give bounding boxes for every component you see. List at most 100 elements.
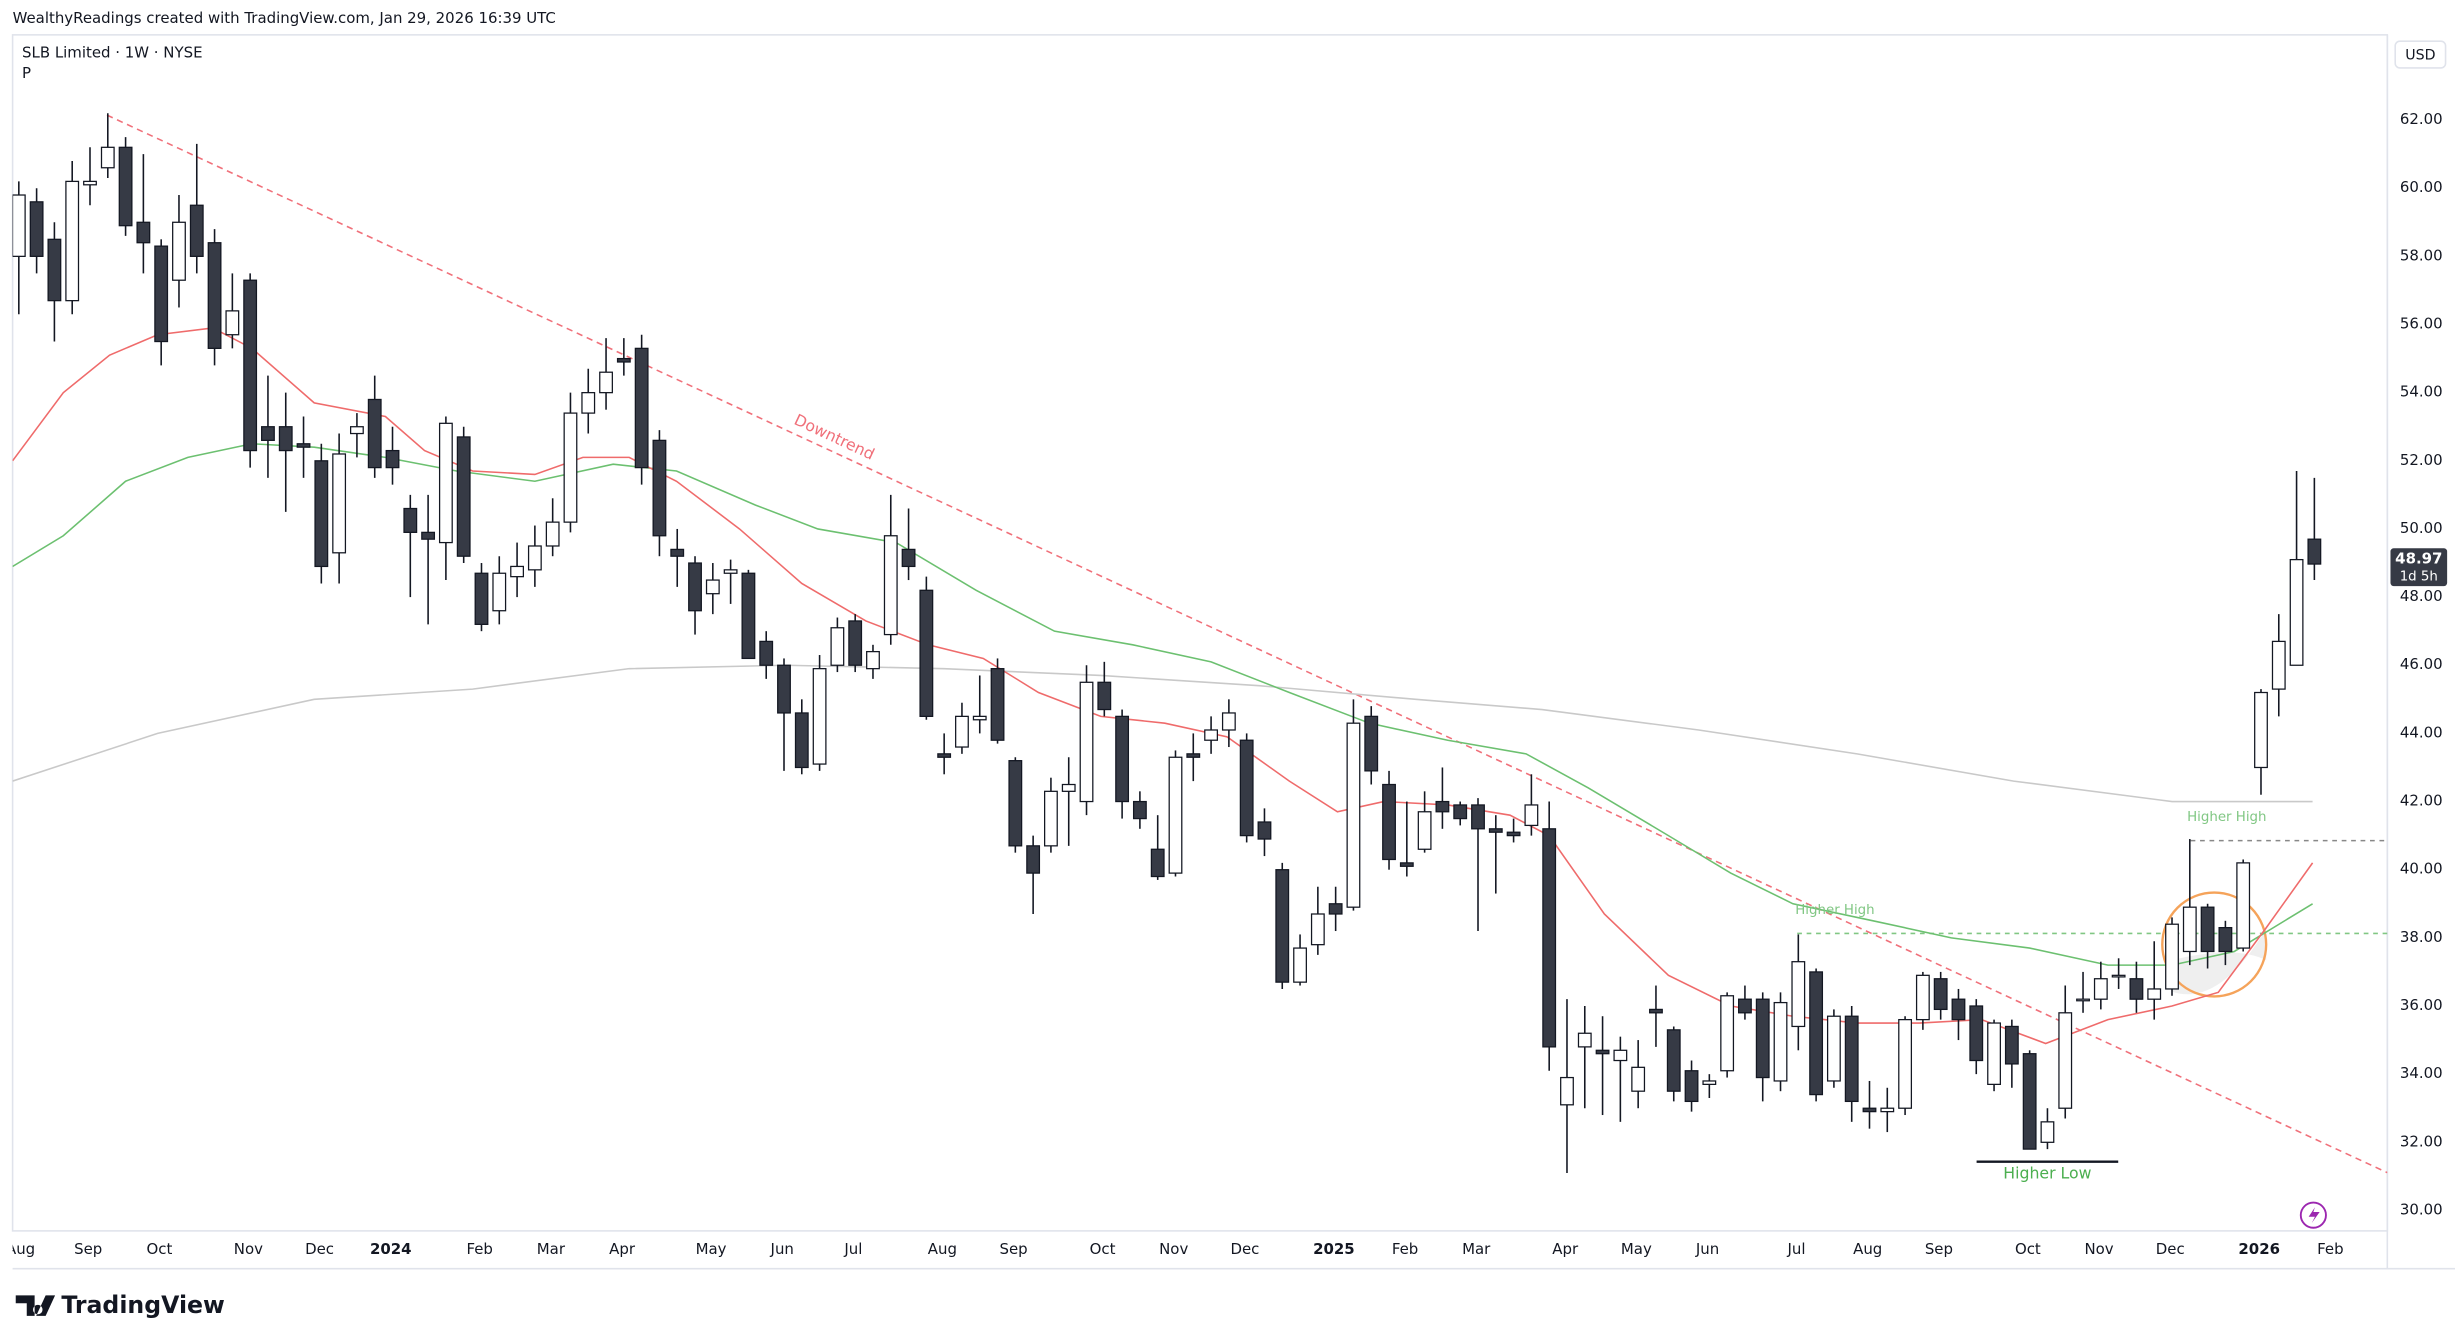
candle-body [12,194,26,257]
x-tick-label: May [696,1240,727,1258]
candle-body [599,371,613,394]
x-tick-label: Mar [1462,1240,1491,1258]
y-tick-label: 42.00 [2400,792,2443,810]
x-tick-label: Jul [1787,1240,1806,1258]
candle-body [2218,926,2233,953]
candle-body [2271,640,2286,690]
y-tick-label: 62.00 [2400,110,2443,128]
candle-body [990,668,1005,741]
candle-body [830,627,845,666]
candle-body [2289,558,2304,666]
candle-body [1471,804,1485,830]
candle-body [278,426,293,452]
candle-body [261,426,275,441]
logo-mark [15,1295,56,1316]
candle-body [2254,691,2268,769]
candle-body [866,650,880,670]
currency-button[interactable] [2394,40,2447,69]
candle-body [2076,998,2090,1002]
candle-body [527,545,542,571]
highlight-circle [2161,891,2268,998]
candle-body [1791,961,1806,1028]
candle-body [403,507,418,533]
x-tick-label: 2026 [2238,1240,2280,1258]
candle-body [2182,906,2197,953]
candle-body [510,565,525,578]
y-tick-label: 56.00 [2400,315,2443,333]
candle-body [688,562,702,612]
candle-body [2236,862,2251,949]
x-tick-label: Sep [74,1240,102,1258]
x-tick-label: Sep [999,1240,1027,1258]
candle-body [1613,1049,1628,1062]
candle-body [616,357,631,363]
candle-body [1809,971,1824,1096]
candle-body [2307,538,2322,565]
y-tick-label: 38.00 [2400,928,2443,946]
candle-body [456,436,471,557]
x-tick-label: Feb [2317,1240,2343,1258]
plot [12,113,2388,1174]
x-tick-label: Nov [234,1240,263,1258]
candle-body [29,201,44,257]
annotation: Higher High [2187,810,2266,825]
candle-body [1097,681,1112,711]
candle-body [1275,869,1290,983]
candle-body [1310,913,1325,946]
candle-body [634,347,649,469]
alert-icon[interactable] [2299,1201,2327,1229]
candle-body [1382,783,1396,861]
candle-body [492,572,507,612]
candle-body [1132,800,1147,820]
x-tick-label: Apr [1552,1240,1579,1258]
x-tick-label: Dec [305,1240,334,1258]
y-tick-label: 46.00 [2400,655,2443,673]
candle-body [349,426,364,435]
candle-body [1399,862,1414,867]
candle-body [1257,821,1272,840]
candle-body [1666,1029,1681,1092]
candle-body [1560,1076,1574,1106]
candle-body [2147,988,2162,1000]
x-tick-label: May [1621,1240,1652,1258]
candle-body [1880,1107,1895,1113]
x-tick-label: 2024 [370,1240,412,1258]
x-tick-label: Jul [843,1240,862,1258]
candle-body [1631,1066,1646,1092]
candle-body [545,521,560,547]
candle-body [1933,978,1948,1011]
candle-body [1061,783,1076,792]
candle-body [243,279,258,452]
candle-body [172,221,186,281]
candle-body [1595,1049,1610,1055]
candle-body [1364,715,1379,772]
candle-body [1328,903,1343,915]
x-tick-label: Mar [537,1240,566,1258]
x-tick-label: Aug [1853,1240,1882,1258]
alert-bolt [2308,1207,2320,1224]
candle-body [1453,804,1468,820]
y-tick-label: 30.00 [2400,1200,2443,1218]
candle-body [474,572,489,625]
y-tick-label: 32.00 [2400,1132,2443,1150]
y-tick-label: 50.00 [2400,519,2443,537]
candle-body [705,579,720,595]
candle-body [1168,756,1183,874]
last-price-tag [2390,548,2448,587]
candle-body [1951,998,1966,1021]
bar-countdown: 1d 5h [2400,570,2438,585]
candle-body [883,535,898,636]
candle-body [367,398,382,469]
candle-body [118,146,133,227]
currency[interactable]: USD [2405,47,2435,63]
candle-body [332,453,347,554]
candle-body [1542,828,1557,1048]
candle-body [136,221,151,244]
candle-body [1115,715,1130,803]
candle-body [563,412,578,523]
logo-text: TradingView [61,1291,224,1319]
x-tick-label: Sep [1925,1240,1953,1258]
candle-body [2058,1012,2073,1109]
symbol: SLB Limited · 1W · NYSE [22,44,202,62]
candle-body [1044,790,1058,847]
